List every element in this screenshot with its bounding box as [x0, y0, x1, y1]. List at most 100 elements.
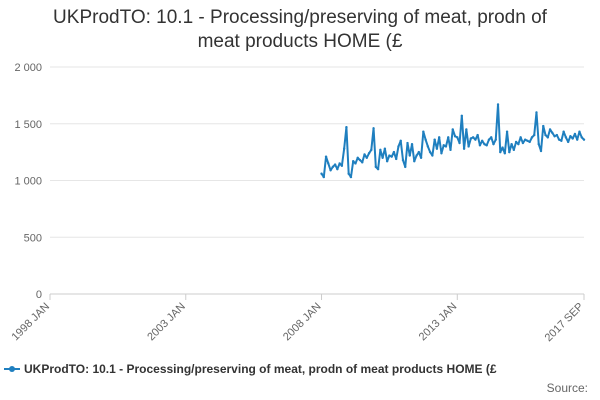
- data-point: [566, 140, 570, 144]
- data-point: [460, 114, 464, 118]
- data-point: [329, 169, 332, 172]
- data-point: [499, 150, 502, 154]
- data-point: [508, 150, 511, 154]
- data-point: [580, 136, 583, 139]
- data-point: [483, 142, 486, 146]
- source-text: Source:: [546, 381, 588, 395]
- data-point: [526, 139, 529, 142]
- data-point: [469, 137, 473, 140]
- data-point: [453, 135, 457, 138]
- data-point: [492, 142, 495, 146]
- data-point: [347, 172, 350, 175]
- data-point: [433, 138, 436, 141]
- data-point: [442, 144, 445, 147]
- data-point: [404, 165, 407, 169]
- data-point: [551, 131, 554, 135]
- data-point: [422, 130, 425, 133]
- data-point: [372, 127, 375, 130]
- data-point: [501, 146, 504, 149]
- data-point: [415, 154, 418, 157]
- x-tick-label: 2013 JAN: [417, 301, 460, 344]
- legend[interactable]: UKProdTO: 10.1 - Processing/preserving o…: [4, 361, 600, 381]
- data-point: [333, 163, 337, 166]
- data-point: [336, 167, 339, 171]
- data-point: [573, 132, 577, 136]
- y-tick-label: 1 000: [14, 176, 42, 188]
- y-tick-label: 2 000: [14, 62, 42, 74]
- data-point: [465, 128, 468, 131]
- data-point: [374, 165, 378, 169]
- data-point: [528, 140, 531, 144]
- data-point: [376, 167, 380, 171]
- chart-title-line-1: UKProdTO: 10.1 - Processing/preserving o…: [53, 7, 547, 28]
- data-point: [451, 128, 454, 131]
- data-point: [478, 144, 482, 147]
- data-point: [456, 136, 459, 139]
- data-point: [440, 152, 443, 155]
- data-point: [512, 148, 516, 152]
- data-point: [467, 145, 470, 148]
- data-point: [358, 158, 362, 162]
- legend-label: UKProdTO: 10.1 - Processing/preserving o…: [24, 361, 497, 376]
- data-point: [397, 145, 400, 148]
- data-point: [419, 156, 423, 159]
- data-point: [390, 155, 393, 158]
- data-point: [530, 136, 534, 139]
- data-point: [394, 157, 398, 161]
- data-point: [413, 160, 416, 163]
- y-tick-label: 0: [36, 289, 42, 301]
- data-point: [324, 155, 328, 158]
- data-point: [320, 172, 323, 175]
- data-point: [437, 136, 441, 139]
- y-tick-label: 500: [24, 232, 42, 244]
- data-point: [539, 149, 543, 153]
- legend-line-marker-icon: [4, 364, 20, 374]
- data-point: [431, 154, 434, 157]
- data-point: [505, 130, 509, 133]
- y-axis: 0 500 1 000 1 500 2 000: [14, 62, 42, 301]
- data-point: [485, 144, 488, 147]
- data-point: [458, 141, 461, 145]
- data-point: [555, 133, 559, 137]
- y-tick-label: 1 500: [14, 119, 42, 131]
- data-point: [356, 156, 359, 159]
- data-point: [342, 147, 346, 150]
- data-point: [546, 136, 549, 139]
- data-point: [462, 147, 466, 150]
- data-point: [519, 136, 522, 139]
- data-point: [544, 133, 547, 137]
- data-point: [533, 133, 536, 137]
- data-point: [401, 158, 405, 162]
- data-point: [514, 140, 518, 144]
- chart-title: UKProdTO: 10.1 - Processing/preserving o…: [0, 6, 600, 54]
- data-point: [399, 139, 402, 142]
- data-point: [557, 138, 561, 141]
- data-point: [490, 136, 493, 139]
- x-axis: 1998 JAN 2003 JAN 2008 JAN 2013 JAN 2017 SEP: [9, 293, 586, 344]
- data-point: [517, 142, 520, 146]
- data-point: [435, 147, 439, 150]
- data-point: [535, 111, 538, 114]
- data-point: [379, 148, 382, 152]
- series-line: [320, 103, 585, 179]
- x-tick-label: 2008 JAN: [281, 301, 324, 344]
- x-tick-label: 1998 JAN: [9, 301, 52, 344]
- data-point: [424, 138, 427, 141]
- data-point: [388, 154, 391, 157]
- data-point: [494, 138, 497, 141]
- data-point: [510, 142, 513, 146]
- series-group: [320, 103, 586, 179]
- data-point: [363, 153, 366, 156]
- data-point: [444, 145, 448, 148]
- data-point: [428, 150, 432, 154]
- data-point: [562, 130, 565, 133]
- data-point: [503, 152, 507, 155]
- data-point: [352, 160, 355, 163]
- data-point: [367, 152, 371, 155]
- data-point: [553, 135, 556, 138]
- data-point: [447, 136, 450, 139]
- data-point: [354, 162, 357, 165]
- data-point: [542, 124, 545, 128]
- data-point: [571, 137, 574, 140]
- data-point: [338, 162, 341, 165]
